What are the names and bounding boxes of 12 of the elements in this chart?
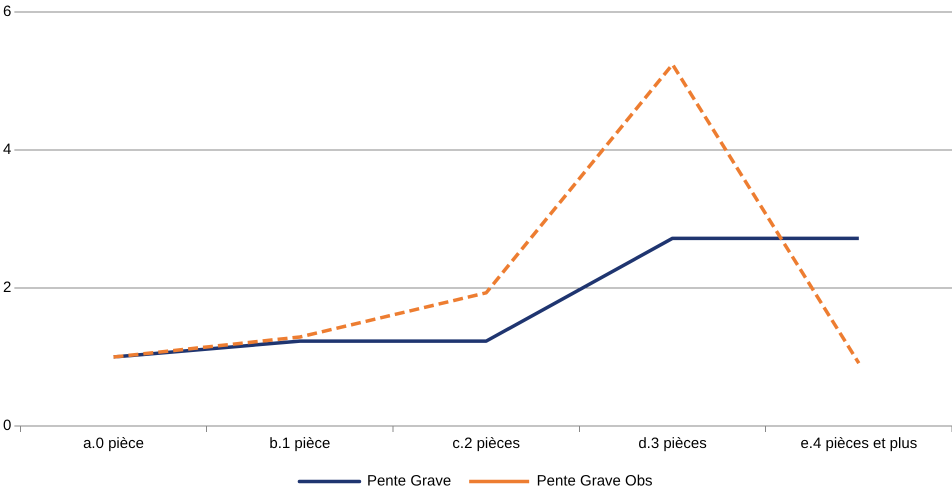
x-tick-label: c.2 pièces xyxy=(452,435,520,452)
legend-label: Pente Grave Obs xyxy=(536,472,653,490)
x-tick-label: b.1 pièce xyxy=(269,435,330,452)
y-tick-label: 6 xyxy=(3,3,12,20)
x-tick-label: e.4 pièces et plus xyxy=(800,435,918,452)
y-tick-label: 2 xyxy=(3,279,12,296)
line-series xyxy=(112,62,861,365)
x-tick-label: a.0 pièce xyxy=(83,435,144,452)
y-tick-label: 4 xyxy=(3,141,12,158)
x-tick-label: d.3 pièces xyxy=(638,435,707,452)
legend-label: Pente Grave xyxy=(366,472,452,490)
y-tick-label: 0 xyxy=(3,417,12,434)
